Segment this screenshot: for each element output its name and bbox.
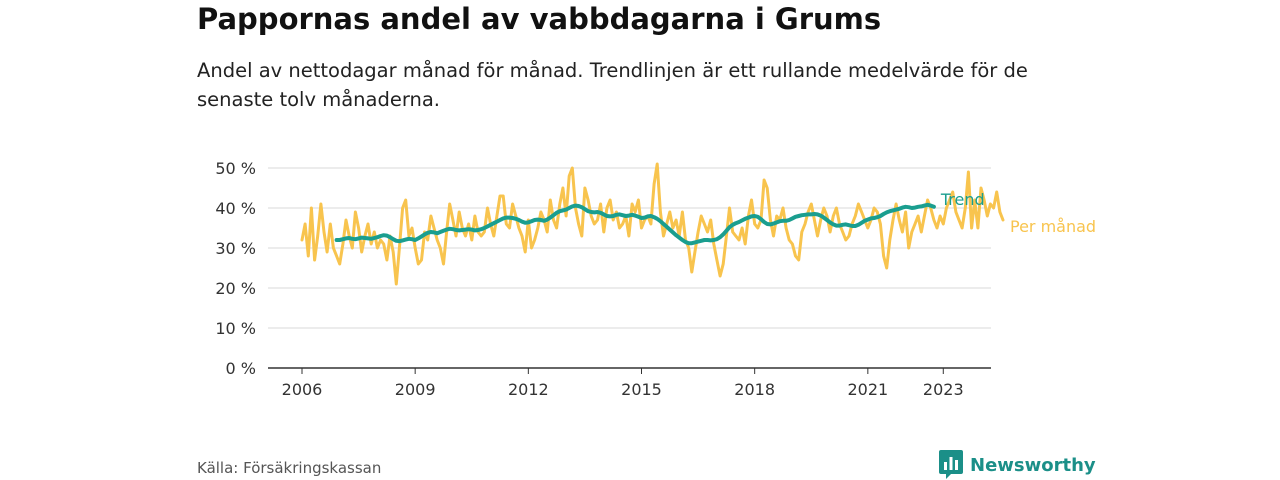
chart-title: Pappornas andel av vabbdagarna i Grums xyxy=(197,2,882,36)
y-tick-label: 50 % xyxy=(215,159,256,178)
y-tick-label: 40 % xyxy=(215,199,256,218)
brand-name: Newsworthy xyxy=(970,454,1096,476)
y-tick-label: 30 % xyxy=(215,239,256,258)
gridlines xyxy=(268,167,991,369)
x-tick-label: 2018 xyxy=(734,380,775,399)
newsworthy-logo-icon xyxy=(939,450,963,479)
source-note: Källa: Försäkringskassan xyxy=(197,459,382,477)
y-tick-label: 0 % xyxy=(226,359,256,378)
x-tick-label: 2012 xyxy=(508,380,549,399)
series-label: Trend xyxy=(940,190,985,209)
chart-subtitle: Andel av nettodagar månad för månad. Tre… xyxy=(197,59,1028,111)
x-tick-label: 2015 xyxy=(621,380,662,399)
y-tick-label: 20 % xyxy=(215,279,256,298)
y-tick-label: 10 % xyxy=(215,319,256,338)
x-axis-ticks: 2006 2009 2012 2015 2018 2021 2023 xyxy=(282,368,964,399)
x-tick-label: 2009 xyxy=(395,380,436,399)
series-lines xyxy=(300,162,1005,286)
y-axis-ticks: 0 % 10 % 20 % 30 % 40 % 50 % xyxy=(215,159,256,378)
x-tick-label: 2023 xyxy=(923,380,964,399)
x-tick-label: 2021 xyxy=(847,380,888,399)
series-labels: Per månad Trend xyxy=(940,190,1096,236)
brand-logo[interactable]: Newsworthy xyxy=(939,450,1096,480)
series-line-per-månad xyxy=(300,162,1005,286)
series-label: Per månad xyxy=(1010,217,1096,236)
series-line-trend xyxy=(334,202,936,246)
x-tick-label: 2006 xyxy=(282,380,323,399)
